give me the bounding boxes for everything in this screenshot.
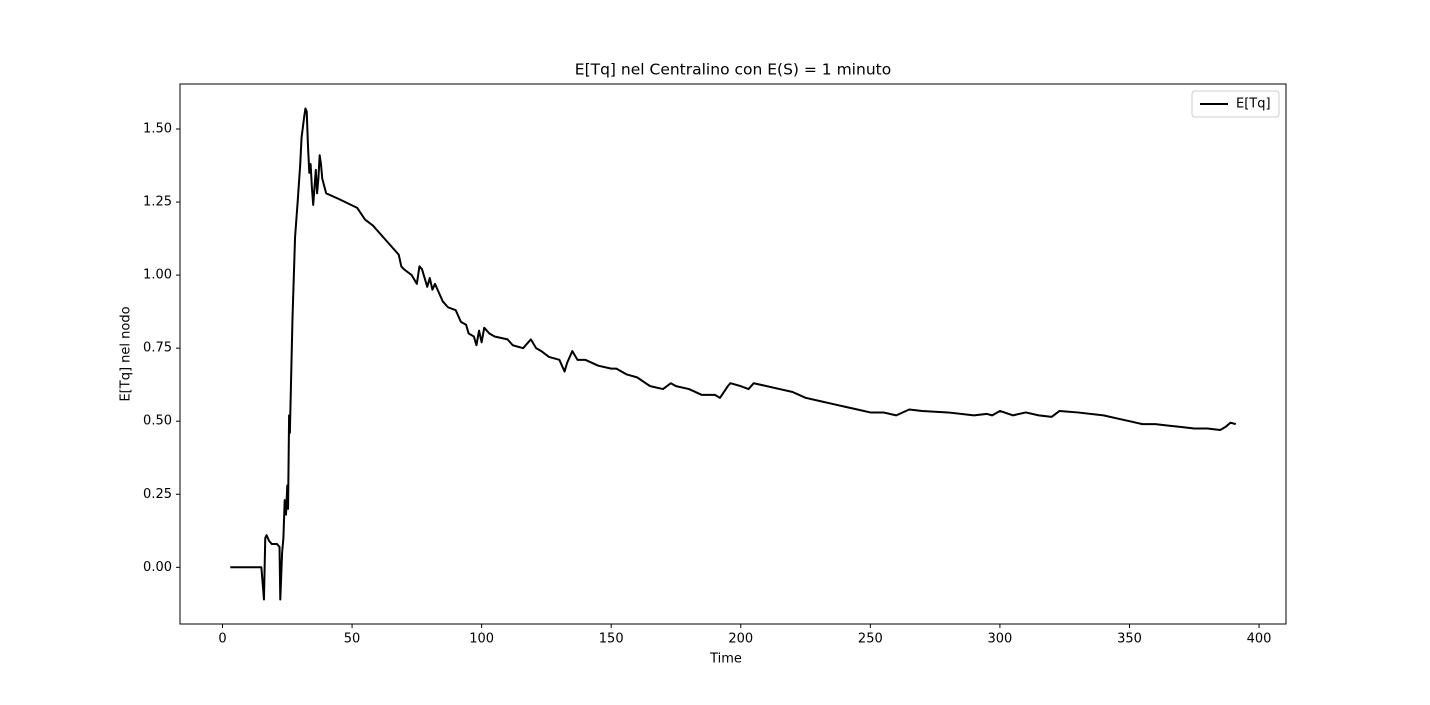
- legend-box: [1191, 90, 1280, 118]
- y-tick-label: 0.00: [143, 560, 172, 575]
- data-line: [230, 107, 1237, 601]
- x-axis-label: Time: [709, 652, 742, 667]
- y-tick-label: 0.25: [143, 487, 172, 502]
- legend-label: E[Tq]: [1236, 97, 1271, 112]
- y-tick-label: 1.25: [143, 195, 172, 210]
- x-tick-label: 250: [858, 632, 883, 647]
- x-tick-label: 50: [344, 632, 361, 647]
- chart-title: E[Tq] nel Centralino con E(S) = 1 minuto: [575, 61, 891, 79]
- y-tick-label: 0.50: [143, 414, 172, 429]
- y-tick-label: 1.50: [143, 122, 172, 137]
- x-tick-label: 300: [987, 632, 1012, 647]
- y-tick-label: 0.75: [143, 341, 172, 356]
- x-tick-label: 0: [218, 632, 226, 647]
- x-tick-label: 150: [599, 632, 624, 647]
- x-tick-label: 350: [1117, 632, 1142, 647]
- plot-frame: [179, 83, 1287, 625]
- x-tick-label: 400: [1247, 632, 1272, 647]
- x-tick-label: 100: [469, 632, 494, 647]
- x-tick-label: 200: [728, 632, 753, 647]
- y-tick-label: 1.00: [143, 268, 172, 283]
- y-axis-label: E[Tq] nel nodo: [119, 306, 134, 401]
